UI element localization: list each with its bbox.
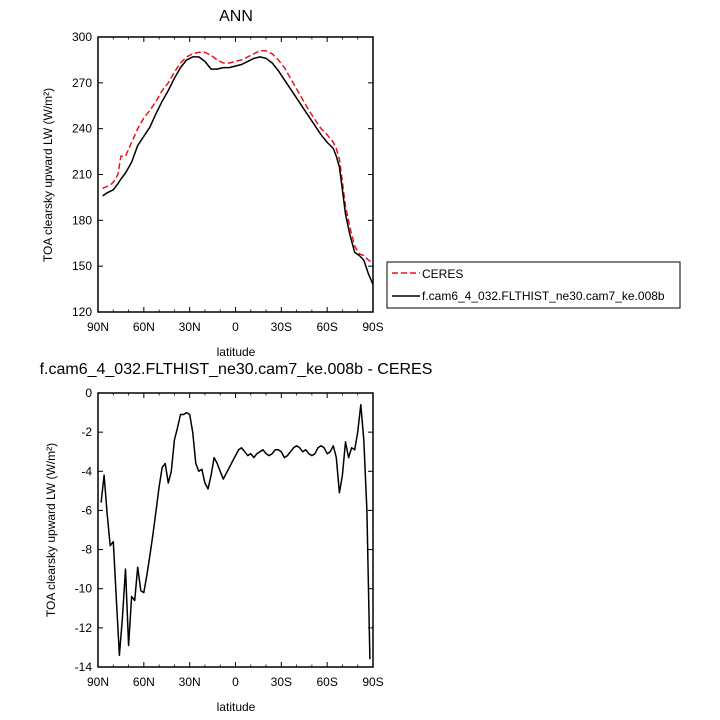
bottom-x-tick-label: 60S	[316, 675, 337, 689]
bottom-x-tick-label: 30N	[179, 675, 201, 689]
top-series-line-0	[102, 50, 374, 264]
bottom-y-tick-label: -2	[81, 425, 92, 439]
top-y-tick-label: 120	[72, 305, 92, 319]
bottom-y-tick-label: -10	[75, 582, 93, 596]
top-x-tick-label: 60S	[316, 320, 337, 334]
bottom-series-line-0	[100, 403, 371, 660]
bottom-y-axis-label: TOA clearsky upward LW (W/m²)	[44, 443, 58, 617]
top-plot-frame	[97, 36, 374, 313]
bottom-y-tick-label: -6	[81, 503, 92, 517]
bottom-x-tick-label: 0	[232, 675, 239, 689]
top-y-tick-label: 300	[72, 30, 92, 44]
top-x-tick-label: 30N	[179, 320, 201, 334]
top-y-tick-label: 210	[72, 168, 92, 182]
bottom-x-axis-label: latitude	[217, 700, 256, 714]
bottom-x-tick-label: 90N	[87, 675, 109, 689]
top-x-tick-label: 90N	[87, 320, 109, 334]
bottom-x-tick-label: 60N	[133, 675, 155, 689]
top-y-tick-label: 180	[72, 213, 92, 227]
bottom-x-tick-label: 30S	[271, 675, 292, 689]
panel-bottom: f.cam6_4_032.FLTHIST_ne30.cam7_ke.008b -…	[40, 361, 433, 714]
top-legend: CERES f.cam6_4_032.FLTHIST_ne30.cam7_ke.…	[386, 261, 681, 309]
top-x-tick-label: 90S	[362, 320, 383, 334]
panel-top: ANN 90N 60N 30N 0 30S 60S 90S 120 150 180 210 240 27…	[41, 8, 681, 359]
top-y-tick-label: 150	[72, 259, 92, 273]
top-series-line-1	[102, 56, 374, 285]
top-x-tick-label: 60N	[133, 320, 155, 334]
top-y-tick-label: 270	[72, 76, 92, 90]
bottom-y-tick-label: -8	[81, 543, 92, 557]
bottom-y-tick-label: 0	[85, 386, 92, 400]
legend-box	[386, 261, 681, 309]
bottom-y-tick-label: -4	[81, 464, 92, 478]
bottom-y-tick-label: -12	[75, 621, 93, 635]
bottom-chart-title: f.cam6_4_032.FLTHIST_ne30.cam7_ke.008b -…	[40, 361, 433, 378]
top-chart-title: ANN	[219, 8, 253, 25]
top-x-axis-label: latitude	[217, 345, 256, 359]
bottom-x-tick-label: 90S	[362, 675, 383, 689]
bottom-y-tick-label: -14	[75, 660, 93, 674]
top-y-axis-label: TOA clearsky upward LW (W/m²)	[41, 88, 55, 262]
top-y-tick-label: 240	[72, 122, 92, 136]
bottom-plot-frame	[97, 392, 374, 668]
top-x-tick-label: 30S	[271, 320, 292, 334]
legend-label-model: f.cam6_4_032.FLTHIST_ne30.cam7_ke.008b	[422, 289, 665, 303]
legend-label-ceres: CERES	[422, 267, 463, 281]
top-x-tick-label: 0	[232, 320, 239, 334]
